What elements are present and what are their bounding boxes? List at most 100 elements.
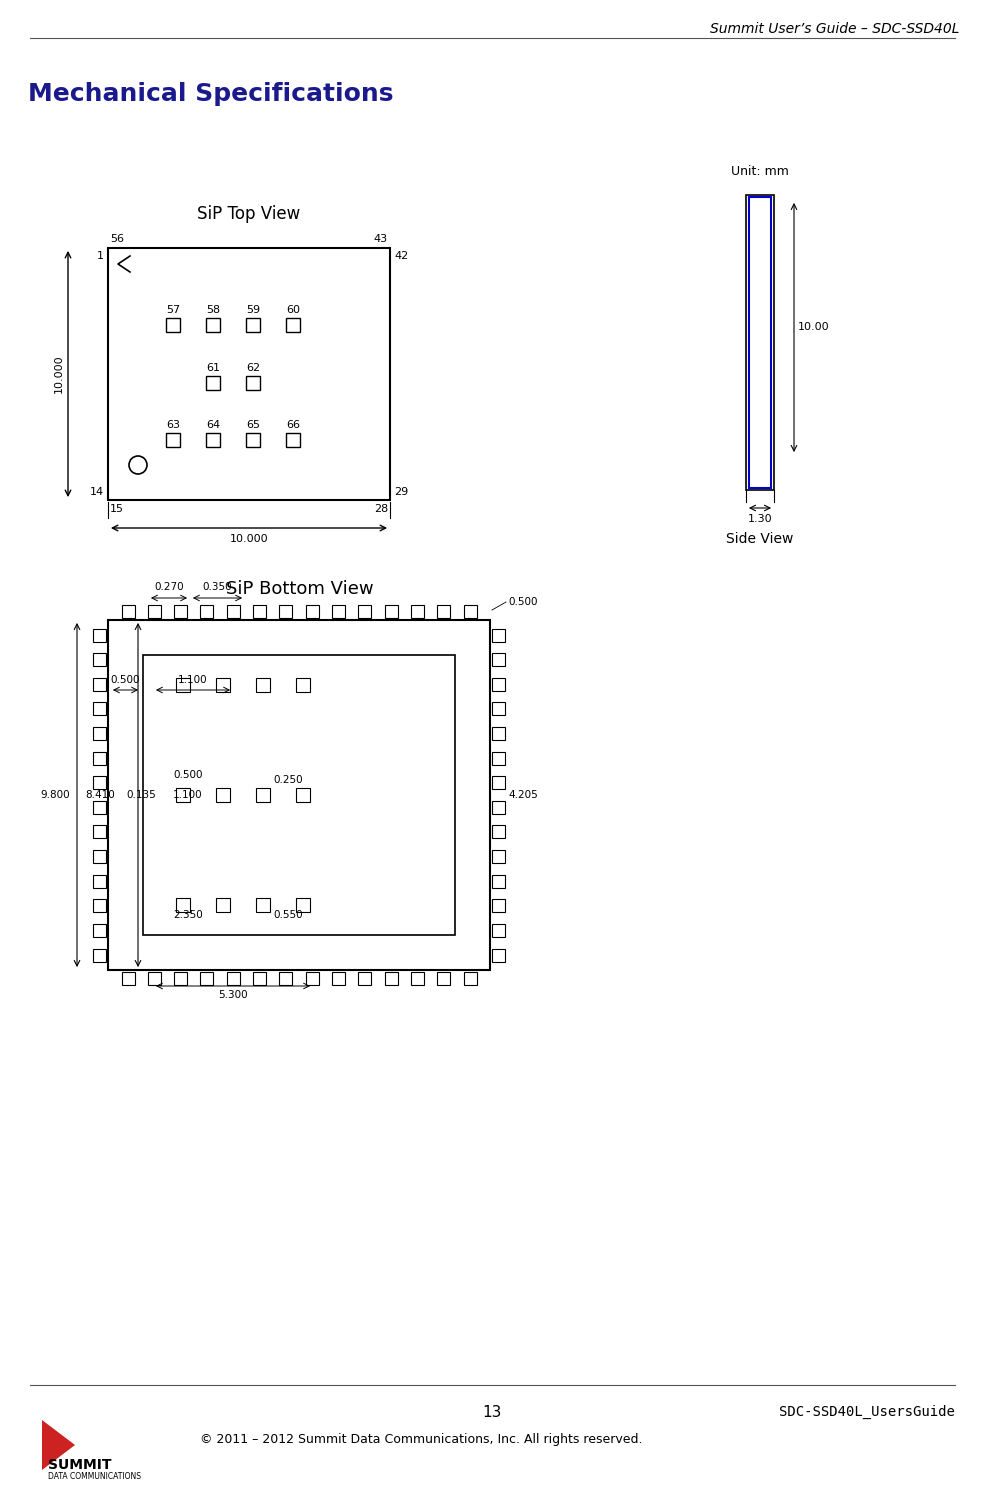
Text: 56: 56 — [110, 235, 124, 244]
Text: 0.550: 0.550 — [273, 910, 302, 921]
Text: 66: 66 — [286, 420, 300, 431]
Bar — [359, 604, 371, 618]
Bar — [492, 628, 505, 642]
Text: Summit User’s Guide – SDC-SSD40L: Summit User’s Guide – SDC-SSD40L — [710, 22, 960, 36]
Text: 1.30: 1.30 — [748, 514, 772, 524]
Text: 1.100: 1.100 — [173, 790, 203, 800]
Text: 0.500: 0.500 — [110, 676, 140, 685]
Bar — [93, 924, 106, 937]
Bar — [492, 677, 505, 691]
Bar — [492, 702, 505, 716]
Bar — [464, 973, 477, 985]
Bar — [246, 434, 260, 447]
Text: 59: 59 — [246, 304, 260, 315]
Text: 0.135: 0.135 — [126, 790, 156, 800]
Bar — [411, 604, 424, 618]
Bar — [108, 621, 490, 970]
Bar — [492, 875, 505, 888]
Text: 42: 42 — [394, 251, 408, 261]
Bar — [359, 973, 371, 985]
Bar — [464, 604, 477, 618]
Text: Side View: Side View — [726, 532, 794, 546]
Bar — [206, 318, 220, 333]
Bar — [216, 679, 230, 692]
Bar — [93, 849, 106, 863]
Bar — [200, 973, 214, 985]
Text: 64: 64 — [206, 420, 220, 431]
Bar — [93, 702, 106, 716]
Bar — [286, 318, 300, 333]
Bar — [216, 898, 230, 912]
Bar — [143, 655, 455, 936]
Bar — [305, 973, 319, 985]
Bar — [492, 949, 505, 961]
Bar — [216, 789, 230, 802]
Bar — [492, 849, 505, 863]
Text: 57: 57 — [165, 304, 180, 315]
Text: 65: 65 — [246, 420, 260, 431]
Bar — [492, 728, 505, 740]
Text: 0.500: 0.500 — [173, 771, 203, 780]
Text: 58: 58 — [206, 304, 220, 315]
Bar — [492, 777, 505, 789]
Text: SDC-SSD40L_UsersGuide: SDC-SSD40L_UsersGuide — [779, 1405, 955, 1420]
Bar — [492, 653, 505, 667]
Bar — [93, 628, 106, 642]
Bar — [305, 604, 319, 618]
Bar — [93, 900, 106, 912]
Text: SUMMIT: SUMMIT — [48, 1458, 111, 1472]
Bar — [492, 924, 505, 937]
Bar — [148, 973, 161, 985]
Text: 10.000: 10.000 — [230, 535, 268, 544]
Bar — [206, 376, 220, 391]
Text: 8.410: 8.410 — [86, 790, 115, 800]
Bar — [93, 949, 106, 961]
Text: 10.00: 10.00 — [798, 322, 829, 333]
Bar — [166, 434, 180, 447]
Text: 4.205: 4.205 — [508, 790, 538, 800]
Bar — [93, 751, 106, 765]
Bar — [256, 679, 270, 692]
Text: 10.000: 10.000 — [54, 355, 64, 394]
Text: 1.100: 1.100 — [178, 676, 208, 685]
Bar — [492, 826, 505, 839]
Text: SiP Top View: SiP Top View — [197, 205, 300, 223]
Bar — [108, 248, 390, 500]
Text: Unit: mm: Unit: mm — [731, 165, 789, 178]
Text: 14: 14 — [90, 487, 104, 497]
Bar — [253, 973, 266, 985]
Bar — [332, 973, 345, 985]
Text: Mechanical Specifications: Mechanical Specifications — [28, 82, 393, 105]
Text: 62: 62 — [246, 362, 260, 373]
Text: 2.350: 2.350 — [173, 910, 203, 921]
Bar — [384, 973, 398, 985]
Bar — [93, 875, 106, 888]
Bar — [206, 434, 220, 447]
Bar — [93, 800, 106, 814]
Text: 0.350: 0.350 — [203, 582, 232, 593]
Bar — [411, 973, 424, 985]
Text: 1: 1 — [97, 251, 104, 261]
Bar — [176, 898, 190, 912]
Text: DATA COMMUNICATIONS: DATA COMMUNICATIONS — [48, 1472, 141, 1481]
Text: SiP Bottom View: SiP Bottom View — [227, 581, 374, 598]
Bar — [296, 898, 310, 912]
Text: 43: 43 — [374, 235, 388, 244]
Bar — [280, 973, 293, 985]
Bar — [121, 973, 135, 985]
Bar — [492, 751, 505, 765]
Text: 0.500: 0.500 — [508, 597, 538, 607]
Bar — [246, 318, 260, 333]
Bar — [200, 604, 214, 618]
Bar — [166, 318, 180, 333]
Bar — [176, 789, 190, 802]
Bar — [296, 789, 310, 802]
Bar — [227, 604, 239, 618]
Bar — [93, 728, 106, 740]
Text: 63: 63 — [166, 420, 180, 431]
Polygon shape — [42, 1420, 75, 1470]
Bar — [121, 604, 135, 618]
Text: 60: 60 — [286, 304, 300, 315]
Text: 13: 13 — [483, 1405, 501, 1420]
Text: © 2011 – 2012 Summit Data Communications, Inc. All rights reserved.: © 2011 – 2012 Summit Data Communications… — [200, 1433, 642, 1446]
